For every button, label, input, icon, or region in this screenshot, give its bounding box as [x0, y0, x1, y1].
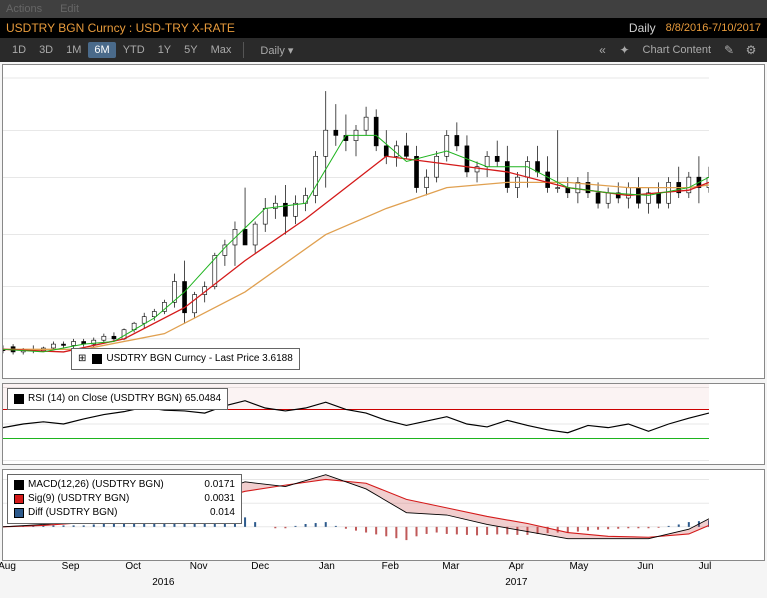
range-max[interactable]: Max	[205, 42, 238, 58]
chart-content-button[interactable]: Chart Content	[637, 42, 717, 58]
settings-icon[interactable]: ⚙	[741, 43, 761, 57]
titlebar: USDTRY BGN Curncy : USD-TRY X-RATE Daily…	[0, 18, 767, 38]
macd-legend: MACD(12,26) (USDTRY BGN)0.0171Sig(9) (US…	[7, 474, 242, 524]
month-tick: Jun	[637, 561, 653, 572]
date-range-label: 8/8/2016-7/10/2017	[666, 22, 761, 34]
rsi-panel[interactable]: 05010065.0484 RSI (14) on Close (USDTRY …	[2, 383, 765, 465]
month-tick: Mar	[442, 561, 459, 572]
month-tick: Sep	[62, 561, 80, 572]
range-6m[interactable]: 6M	[88, 42, 115, 58]
divider	[243, 42, 244, 58]
chart-style-icon[interactable]: ✦	[615, 43, 635, 57]
x-axis: Aug Sep Oct Nov Dec Jan Feb Mar Apr May Jun Jul 201…	[2, 561, 765, 597]
interval-selector[interactable]: Daily ▾	[250, 42, 303, 59]
terminal-window: Actions Edit USDTRY BGN Curncy : USD-TRY…	[0, 0, 767, 598]
month-tick: Aug	[0, 561, 16, 572]
menu-actions[interactable]: Actions	[6, 3, 42, 15]
symbol-title: USDTRY BGN Curncy : USD-TRY X-RATE	[6, 21, 629, 35]
prev-icon[interactable]: «	[593, 43, 613, 57]
month-tick: Nov	[190, 561, 208, 572]
range-1m[interactable]: 1M	[60, 42, 87, 58]
month-tick: Feb	[382, 561, 399, 572]
range-3d[interactable]: 3D	[33, 42, 59, 58]
rsi-legend: RSI (14) on Close (USDTRY BGN) 65.0484	[7, 388, 228, 410]
edit-icon[interactable]: ✎	[719, 43, 739, 57]
legend-text: RSI (14) on Close (USDTRY BGN) 65.0484	[28, 392, 221, 406]
range-1d[interactable]: 1D	[6, 42, 32, 58]
month-tick: Oct	[125, 561, 141, 572]
range-5y[interactable]: 5Y	[178, 42, 203, 58]
month-tick: Dec	[251, 561, 269, 572]
menu-edit[interactable]: Edit	[60, 3, 79, 15]
year-tick: 2016	[152, 577, 174, 588]
toolbar: 1D3D1M6MYTD1Y5YMax Daily ▾ « ✦ Chart Con…	[0, 38, 767, 62]
month-tick: May	[569, 561, 588, 572]
month-tick: Jan	[319, 561, 335, 572]
range-buttons: 1D3D1M6MYTD1Y5YMax	[6, 42, 237, 58]
month-tick: Apr	[509, 561, 525, 572]
month-tick: Jul	[699, 561, 712, 572]
year-tick: 2017	[505, 577, 527, 588]
price-legend: ⊞USDTRY BGN Curncy - Last Price 3.6188	[71, 348, 300, 370]
frequency-label: Daily	[629, 21, 656, 35]
legend-text: USDTRY BGN Curncy - Last Price 3.6188	[106, 352, 292, 366]
content-area: 3.00003.20003.40003.80004.00003.61883.55…	[0, 62, 767, 598]
range-1y[interactable]: 1Y	[152, 42, 177, 58]
range-ytd[interactable]: YTD	[117, 42, 151, 58]
menubar: Actions Edit	[0, 0, 767, 18]
macd-panel[interactable]: 0.000.050.100.01710.0031 MACD(12,26) (US…	[2, 469, 765, 561]
price-panel[interactable]: 3.00003.20003.40003.80004.00003.61883.55…	[2, 64, 765, 379]
